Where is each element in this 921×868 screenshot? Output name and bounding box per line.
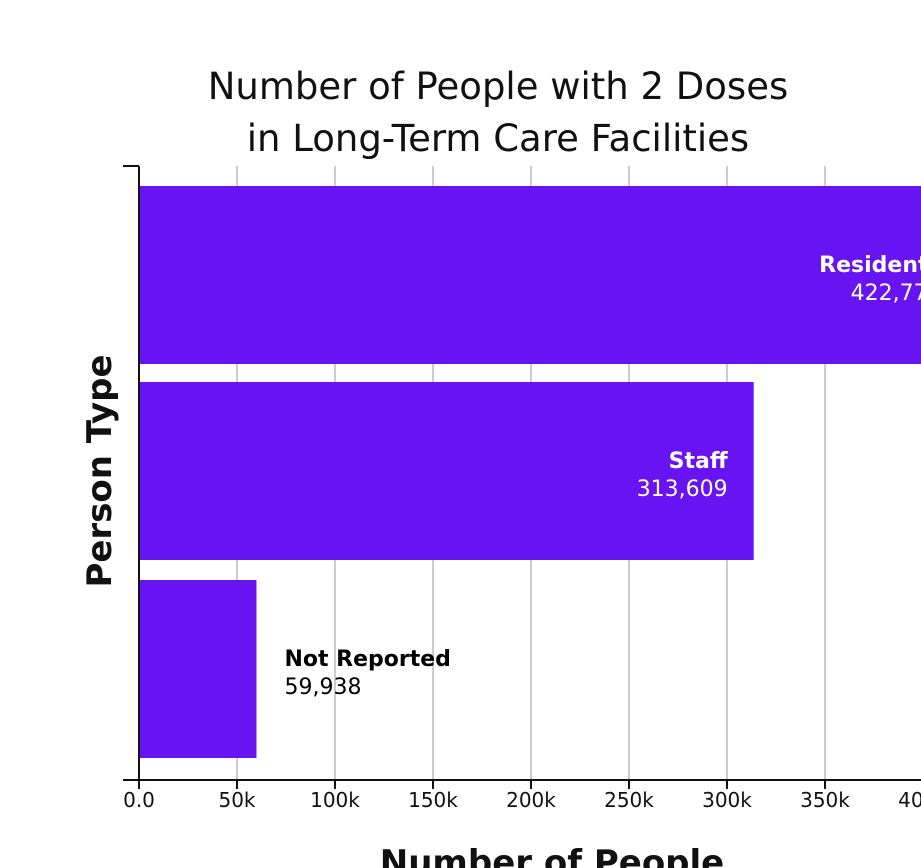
- x-tick-label: 250k: [604, 788, 654, 812]
- bar-staff: [139, 382, 754, 560]
- bar-value-label-not-reported: 59,938: [284, 675, 361, 700]
- x-tick-label: 200k: [506, 788, 556, 812]
- x-axis-title: Number of People: [380, 843, 724, 868]
- label-layer: Residents 422,770 Staff 313,609 Not Reported…: [284, 253, 921, 700]
- bar-residents: [139, 186, 921, 364]
- y-axis-title: Person Type: [80, 354, 120, 587]
- bar-category-label-staff: Staff: [669, 449, 729, 474]
- bar-layer: [139, 186, 921, 758]
- x-tick-label: 350k: [800, 788, 850, 812]
- x-tick-label: 150k: [408, 788, 458, 812]
- bar-value-label-staff: 313,609: [637, 477, 728, 502]
- bar-category-label-residents: Residents: [819, 253, 921, 278]
- bar-not-reported: [139, 580, 257, 758]
- axis-layer: 0.0 50k 100k 150k 200k 250k 300k 350k 400k: [123, 165, 921, 812]
- chart-title-line-2: in Long-Term Care Facilities: [247, 117, 749, 160]
- x-tick-label: 400k: [898, 788, 921, 812]
- bar-category-label-not-reported: Not Reported: [284, 647, 450, 672]
- bar-value-label-residents: 422,770: [851, 281, 921, 306]
- x-tick-label: 100k: [310, 788, 360, 812]
- x-tick-label: 50k: [218, 788, 255, 812]
- x-tick-label: 300k: [702, 788, 752, 812]
- chart-title-line-1: Number of People with 2 Doses: [208, 65, 789, 108]
- x-tick-label: 0.0: [123, 788, 155, 812]
